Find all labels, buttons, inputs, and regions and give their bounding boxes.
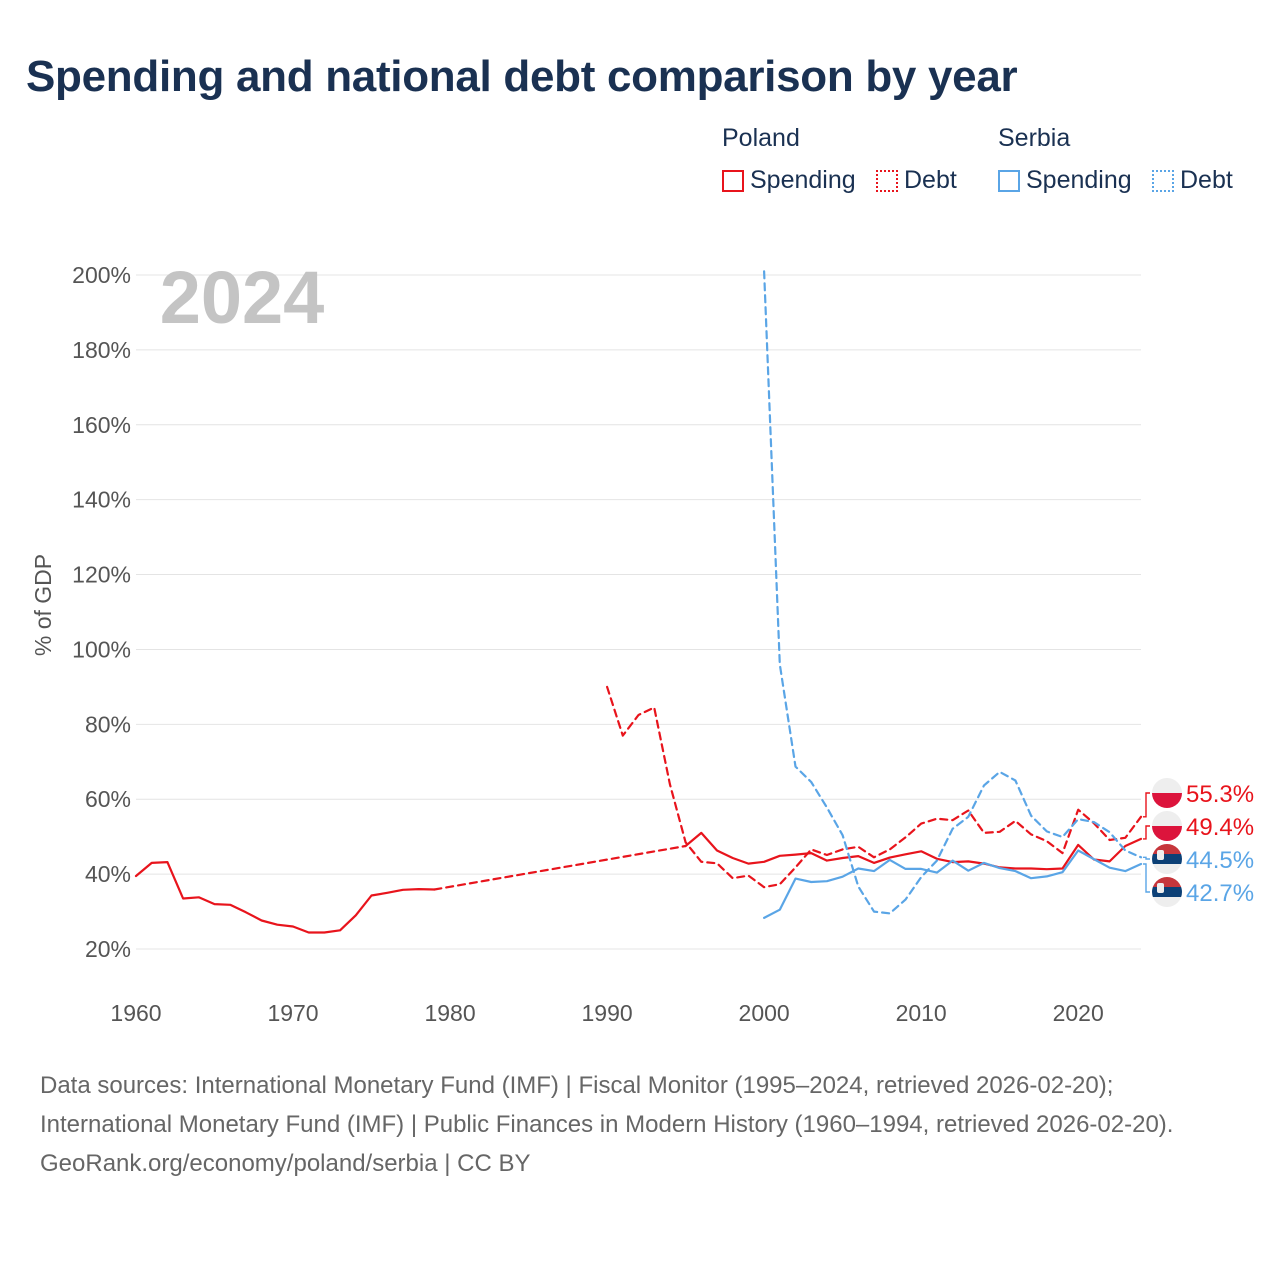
leader-line [1143,825,1150,840]
legend-item-serbia-debt[interactable]: Debt [1152,166,1233,195]
y-tick-label: 120% [72,562,131,588]
legend-swatch-solid-icon [722,169,744,192]
chart-title: Spending and national debt comparison by… [26,52,1018,101]
end-labels: 55.3% 49.4% 44.5% 42.7% [1143,781,1254,907]
legend-item-poland-spending[interactable]: Spending [722,166,856,195]
end-value-label: 55.3% [1186,781,1254,808]
line-chart: 20% 40% 60% 80% 100% 120% 140% 160% 180% 200% 196… [30,256,1254,1026]
series-line-poland-spending [433,844,687,891]
end-value-label: 42.7% [1186,880,1254,907]
poland-flag-icon [1152,778,1182,808]
legend-swatch-dotted-icon [1152,169,1174,192]
x-tick-label: 2020 [1053,1000,1104,1026]
x-tick-label: 1990 [582,1000,633,1026]
leader-line [1143,856,1150,860]
y-tick-label: 60% [85,786,131,812]
serbia-flag-icon [1152,844,1182,874]
legend-swatch-dotted-icon [876,169,898,192]
legend-label: Debt [904,166,957,194]
end-value-label: 44.5% [1186,847,1254,874]
legend-item-serbia-spending[interactable]: Spending [998,166,1132,195]
legend-label: Debt [1180,166,1233,194]
series-line-poland-spending [134,860,436,934]
series-line-serbia-debt [762,270,1143,915]
serbia-flag-icon [1152,877,1182,907]
legend-label: Spending [750,166,856,194]
x-axis-ticks: 1960 1970 1980 1990 2000 2010 2020 [110,1000,1103,1026]
legend-item-poland-debt[interactable]: Debt [876,166,957,195]
leader-line [1143,792,1150,818]
series-line-serbia-spending [762,849,1143,920]
x-tick-label: 1960 [110,1000,161,1026]
y-tick-label: 20% [85,936,131,962]
end-value-label: 49.4% [1186,814,1254,841]
legend-country-poland: Poland [722,124,800,152]
y-tick-label: 80% [85,711,131,737]
y-tick-label: 160% [72,412,131,438]
x-tick-label: 2010 [896,1000,947,1026]
series-lines [134,270,1143,934]
y-axis-label: % of GDP [30,554,56,656]
y-tick-label: 40% [85,861,131,887]
data-sources: Data sources: International Monetary Fun… [40,1072,1174,1138]
y-axis-ticks: 20% 40% 60% 80% 100% 120% 140% 160% 180% 200% [72,262,131,962]
y-tick-label: 180% [72,337,131,363]
legend-swatch-solid-icon [998,169,1020,192]
y-tick-label: 200% [72,262,131,288]
poland-flag-icon [1152,811,1182,841]
legend-label: Spending [1026,166,1132,194]
leader-line [1143,863,1150,893]
y-tick-label: 140% [72,487,131,513]
x-tick-label: 1970 [267,1000,318,1026]
credit-link[interactable]: GeoRank.org/economy/poland/serbia | CC B… [40,1150,531,1177]
year-watermark: 2024 [160,256,325,339]
series-line-poland-spending [684,831,1143,871]
legend-country-serbia: Serbia [998,124,1071,152]
y-tick-label: 100% [72,636,131,662]
x-tick-label: 2000 [739,1000,790,1026]
series-line-poland-debt [605,685,1143,889]
footer: Data sources: International Monetary Fun… [40,1066,1240,1183]
x-tick-label: 1980 [424,1000,475,1026]
grid [136,274,1141,950]
